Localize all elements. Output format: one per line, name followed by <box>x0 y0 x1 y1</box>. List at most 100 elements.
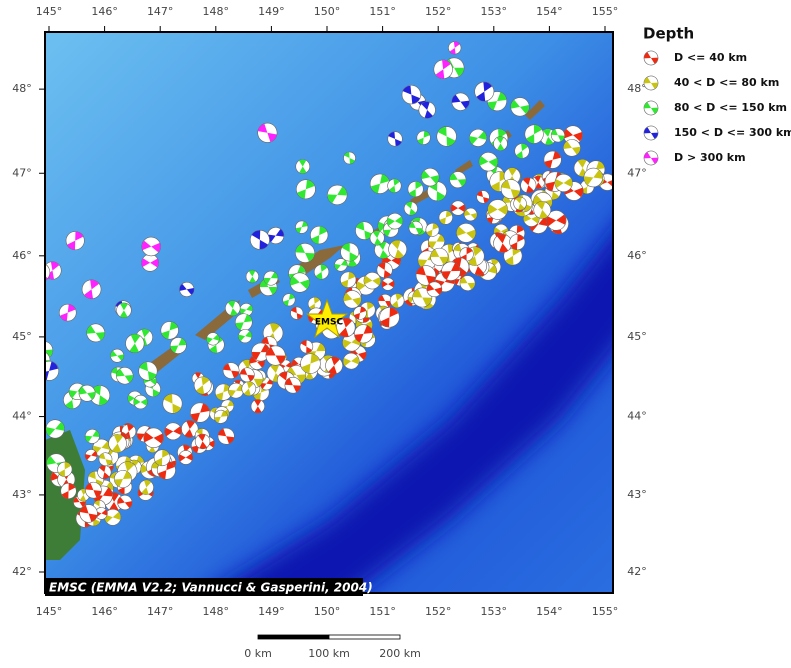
lon-tick-label: 146° <box>91 5 118 18</box>
ball-quad <box>91 385 109 405</box>
beachball <box>387 178 402 193</box>
beachball <box>222 362 240 380</box>
ball-quad <box>290 276 310 290</box>
ball-quad <box>190 403 210 422</box>
ball-bg <box>225 300 241 316</box>
lat-tick-label: 45° <box>627 330 647 343</box>
ball-quad <box>240 368 255 382</box>
ball-quad <box>257 123 277 142</box>
beachball <box>563 139 581 157</box>
ball-quad <box>437 126 456 146</box>
beachball <box>438 210 453 225</box>
beachball <box>386 212 404 230</box>
beachball <box>543 150 562 169</box>
ball-quad <box>460 276 475 290</box>
ball-quad <box>12 373 37 398</box>
ball-quad <box>265 347 286 364</box>
ball-quad <box>133 398 148 406</box>
ball-quad <box>644 52 658 64</box>
lat-tick-label: 43° <box>12 488 32 501</box>
beachball <box>376 261 393 279</box>
beachball <box>57 461 73 477</box>
lat-tick-label: 42° <box>627 565 647 578</box>
beachball <box>263 270 279 286</box>
ball-bg <box>533 201 552 219</box>
lat-tick-label: 47° <box>12 166 32 179</box>
lon-tick-label: 155° <box>592 605 619 618</box>
beachball <box>141 253 159 272</box>
beachball <box>545 210 567 231</box>
beachball <box>228 382 244 399</box>
ball-quad <box>79 489 88 501</box>
ball-quad <box>421 101 433 119</box>
ball-quad <box>378 295 392 307</box>
ball-quad <box>468 247 482 266</box>
ball-quad <box>370 174 390 194</box>
ball-quad <box>95 509 108 518</box>
ball-quad <box>460 247 473 261</box>
ball-quad <box>93 487 113 504</box>
ball-quad <box>88 471 104 487</box>
ball-quad <box>391 293 403 308</box>
trench <box>211 233 613 593</box>
ball-bg <box>476 190 490 204</box>
beachball <box>79 504 98 523</box>
beachball <box>493 233 513 253</box>
ball-quad <box>428 234 445 249</box>
lon-tick-label: 150° <box>314 605 341 618</box>
beachball <box>469 128 487 147</box>
legend-symbol <box>643 50 659 66</box>
beachball <box>217 427 235 445</box>
lat-tick-label: 48° <box>627 82 647 95</box>
beachball <box>250 399 265 414</box>
beachball <box>401 84 422 105</box>
credit-bg <box>45 578 363 596</box>
beachball <box>295 242 315 263</box>
ball-quad <box>251 230 269 250</box>
ball-quad <box>515 197 525 210</box>
ball-quad <box>283 293 295 306</box>
ball-quad <box>534 176 542 189</box>
legend-label: D > 300 km <box>674 151 746 164</box>
ball-quad <box>60 304 76 321</box>
lon-tick-label: 153° <box>481 605 508 618</box>
focal-mechanisms <box>0 41 613 528</box>
ball-quad <box>644 152 658 164</box>
scale-label: 100 km <box>308 647 350 660</box>
beachball <box>78 384 96 402</box>
ball-quad <box>430 249 449 265</box>
lon-tick-label: 145° <box>36 5 63 18</box>
beachball <box>427 181 447 202</box>
ball-quad <box>380 307 399 328</box>
beachball <box>282 293 296 307</box>
lon-tick-label: 147° <box>147 605 174 618</box>
ball-quad <box>389 179 400 193</box>
ball-quad <box>339 318 353 337</box>
ball-bg <box>11 373 38 400</box>
ball-quad <box>428 181 446 201</box>
ball-quad <box>381 280 395 288</box>
beachball <box>179 281 195 297</box>
beachball <box>459 247 474 262</box>
credit: EMSC (EMMA V2.2; Vannucci & Gasperini, 2… <box>49 581 373 595</box>
beachball <box>369 230 385 246</box>
ball-quad <box>0 295 15 317</box>
beachball <box>238 329 253 344</box>
ball-quad <box>141 480 152 495</box>
ball-quad <box>456 226 476 240</box>
ball-quad <box>235 314 252 331</box>
beachball <box>407 181 424 198</box>
ball-bg <box>45 262 51 283</box>
ball-quad <box>388 131 402 146</box>
lat-tick-label: 46° <box>12 249 32 262</box>
ball-quad <box>178 453 193 462</box>
ball-quad <box>542 129 554 145</box>
beachball <box>520 177 537 194</box>
ball-quad <box>342 336 361 349</box>
ball-bg <box>450 200 466 216</box>
ball-bg <box>386 212 404 230</box>
ball-quad <box>144 432 164 444</box>
ball-quad <box>155 449 170 466</box>
beachball <box>353 306 367 320</box>
ball-quad <box>45 361 59 381</box>
